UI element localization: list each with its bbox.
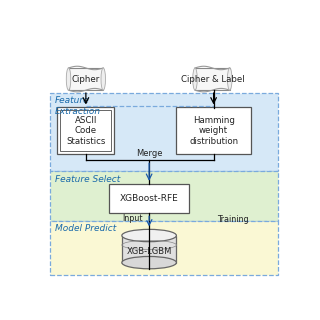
Text: Training: Training (217, 215, 249, 224)
Bar (68, 68, 103, 90)
Text: ASCII
Code
Statistics: ASCII Code Statistics (66, 116, 106, 146)
Bar (176, 108, 251, 154)
Bar (57, 108, 115, 154)
Ellipse shape (122, 229, 176, 242)
Bar (109, 184, 189, 213)
Text: Feature Select: Feature Select (55, 175, 120, 184)
Ellipse shape (228, 68, 232, 90)
Text: Cipher: Cipher (72, 75, 100, 84)
Text: XGB-LGBM: XGB-LGBM (126, 247, 172, 256)
Bar (122, 236, 176, 263)
Ellipse shape (193, 68, 197, 90)
Text: Model Predict: Model Predict (55, 224, 116, 233)
Text: Cipher & Label: Cipher & Label (180, 75, 244, 84)
Bar (195, 68, 230, 90)
Text: Hamming
weight
distribution: Hamming weight distribution (189, 116, 238, 146)
Bar (50, 221, 278, 275)
Text: Input: Input (123, 214, 143, 223)
Bar (50, 92, 278, 172)
Ellipse shape (122, 256, 176, 269)
Text: XGBoost-RFE: XGBoost-RFE (120, 194, 179, 203)
Ellipse shape (101, 68, 106, 90)
Text: Feature
Extraction: Feature Extraction (55, 96, 101, 116)
Bar (50, 172, 278, 221)
Ellipse shape (66, 68, 71, 90)
Text: Merge: Merge (137, 149, 163, 158)
Bar (60, 110, 111, 151)
